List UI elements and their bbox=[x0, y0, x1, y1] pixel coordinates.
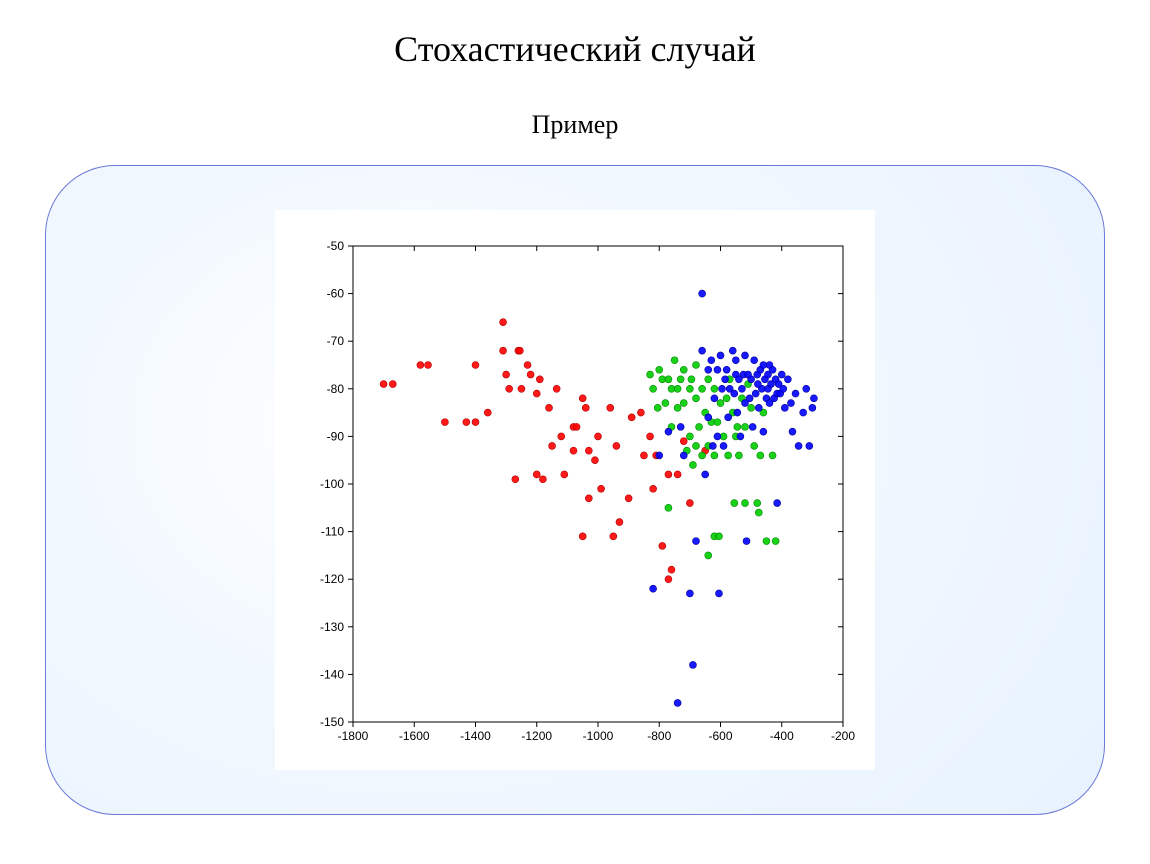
chart-whitespace: -1800 -1600 -1400 -1200 -1000 -800 -600 -400 -20… bbox=[275, 210, 875, 770]
svg-text:-70: -70 bbox=[327, 334, 345, 348]
svg-text:-90: -90 bbox=[327, 429, 345, 443]
svg-text:-50: -50 bbox=[327, 239, 345, 253]
svg-text:-150: -150 bbox=[320, 715, 344, 729]
slide-title: Стохастический случай bbox=[0, 28, 1150, 70]
svg-text:-130: -130 bbox=[320, 620, 344, 634]
svg-text:-1400: -1400 bbox=[460, 729, 491, 743]
svg-text:-120: -120 bbox=[320, 572, 344, 586]
svg-text:-110: -110 bbox=[321, 525, 344, 539]
svg-text:-600: -600 bbox=[708, 729, 732, 743]
svg-text:-800: -800 bbox=[647, 729, 671, 743]
svg-text:-140: -140 bbox=[320, 667, 344, 681]
svg-text:-200: -200 bbox=[831, 729, 855, 743]
slide-subtitle: Пример bbox=[0, 110, 1150, 140]
content-panel: -1800 -1600 -1400 -1200 -1000 -800 -600 -400 -20… bbox=[45, 165, 1105, 815]
svg-text:-1800: -1800 bbox=[338, 729, 369, 743]
svg-text:-1000: -1000 bbox=[583, 729, 614, 743]
svg-text:-1200: -1200 bbox=[521, 729, 552, 743]
svg-text:-60: -60 bbox=[327, 287, 345, 301]
svg-text:-400: -400 bbox=[770, 729, 794, 743]
svg-text:-80: -80 bbox=[327, 382, 345, 396]
scatter-chart: -1800 -1600 -1400 -1200 -1000 -800 -600 -400 -20… bbox=[275, 210, 875, 770]
svg-text:-1600: -1600 bbox=[399, 729, 430, 743]
svg-text:-100: -100 bbox=[320, 477, 344, 491]
